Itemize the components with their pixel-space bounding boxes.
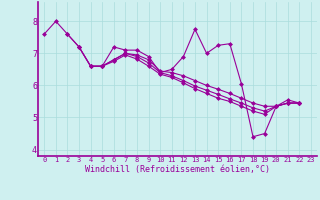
X-axis label: Windchill (Refroidissement éolien,°C): Windchill (Refroidissement éolien,°C) bbox=[85, 165, 270, 174]
